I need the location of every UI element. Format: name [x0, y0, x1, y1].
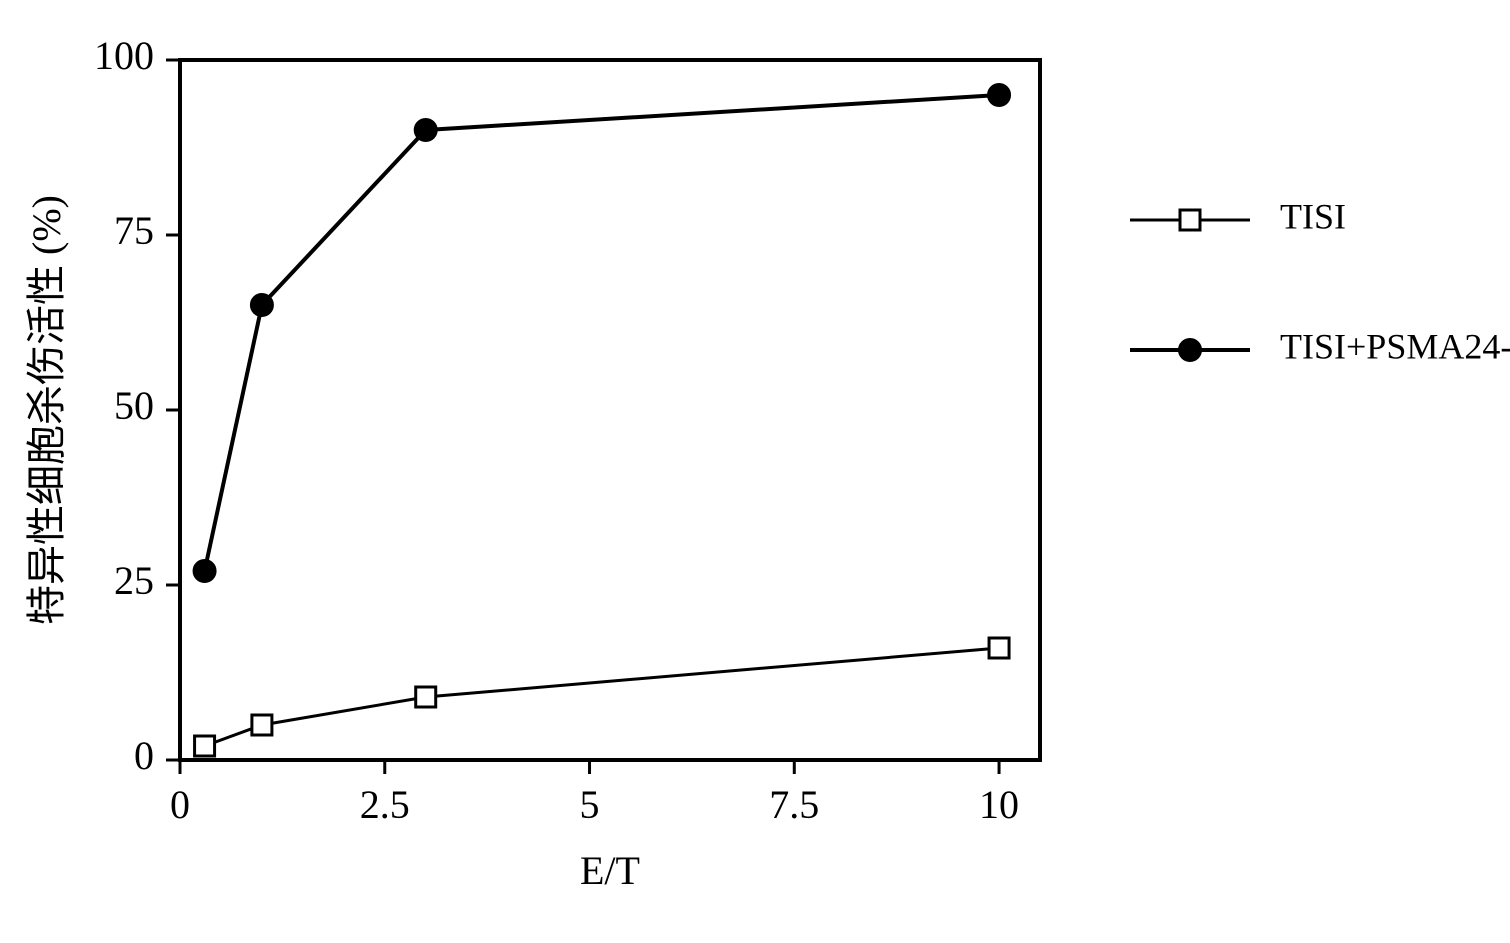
x-axis-label: E/T	[580, 848, 640, 893]
data-point-TISI	[1180, 210, 1200, 230]
data-point-TISI	[989, 638, 1009, 658]
x-tick-label: 2.5	[360, 782, 410, 827]
cytotoxicity-chart: 0 25 50 75 100 0 2.5 5 7.5 10 E/T 特异性细胞杀伤活性 (%) TISI…	[0, 0, 1510, 943]
data-point-TISI+PSMA24-5	[194, 560, 216, 582]
data-point-TISI	[416, 687, 436, 707]
x-tick-label: 5	[580, 782, 600, 827]
x-tick-label: 10	[979, 782, 1019, 827]
legend-label-TISI: TISI	[1280, 196, 1346, 236]
legend-label-TISI+PSMA24-5: TISI+PSMA24-5	[1280, 326, 1510, 366]
x-tick-label: 7.5	[769, 782, 819, 827]
chart-svg: 0 25 50 75 100 0 2.5 5 7.5 10 E/T 特异性细胞杀伤活性 (%) TISI…	[0, 0, 1510, 943]
y-tick-label: 50	[114, 383, 154, 428]
y-tick-label: 25	[114, 558, 154, 603]
data-point-TISI+PSMA24-5	[251, 294, 273, 316]
y-axis-label: 特异性细胞杀伤活性 (%)	[24, 195, 69, 625]
data-point-TISI+PSMA24-5	[1179, 339, 1201, 361]
data-point-TISI	[195, 736, 215, 756]
y-tick-label: 75	[114, 208, 154, 253]
data-point-TISI	[252, 715, 272, 735]
data-point-TISI+PSMA24-5	[988, 84, 1010, 106]
y-tick-label: 0	[134, 733, 154, 778]
x-tick-label: 0	[170, 782, 190, 827]
y-tick-label: 100	[94, 33, 154, 78]
data-point-TISI+PSMA24-5	[415, 119, 437, 141]
